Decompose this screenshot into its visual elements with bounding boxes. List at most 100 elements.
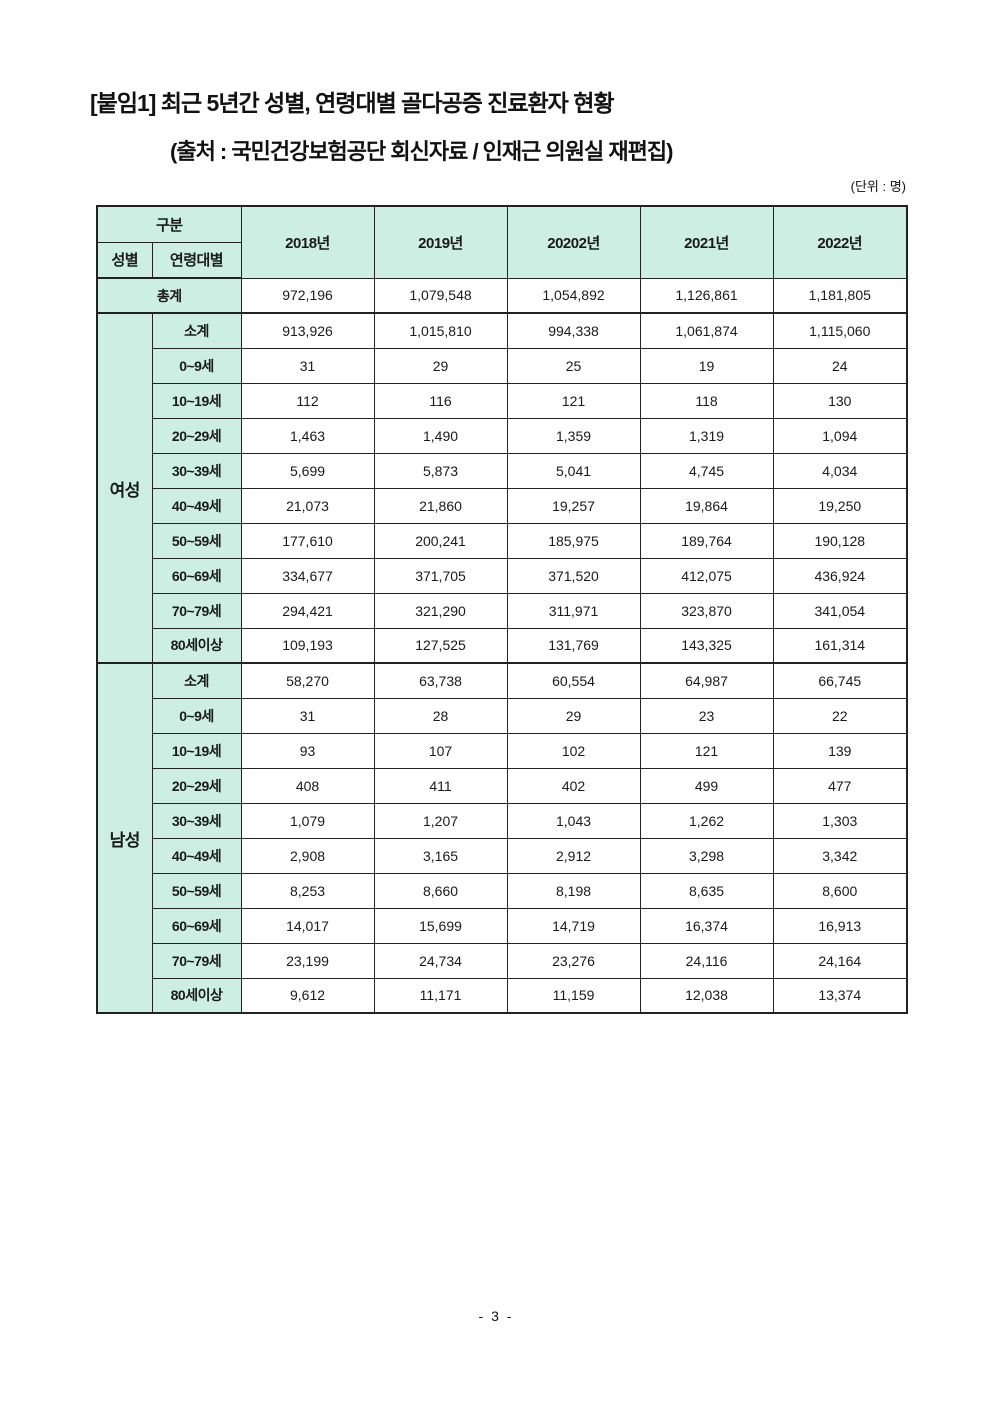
table-row: 80세이상 109,193 127,525 131,769 143,325 161,314: [97, 627, 908, 664]
value-cell: 66,745: [772, 662, 908, 699]
value-cell: 1,490: [373, 417, 508, 454]
value-cell: 8,660: [373, 872, 508, 909]
value-cell: 121: [639, 732, 774, 769]
patients-table: 구분 2018년 2019년 20202년 2021년 2022년 성별 연령대…: [96, 205, 909, 1014]
value-cell: 161,314: [772, 627, 908, 664]
age-label-cell: 50~59세: [151, 522, 242, 559]
value-cell: 4,034: [772, 452, 908, 489]
value-cell: 436,924: [772, 557, 908, 594]
value-cell: 1,207: [373, 802, 508, 839]
age-label-cell: 소계: [151, 662, 242, 699]
value-cell: 143,325: [639, 627, 774, 664]
value-cell: 19,864: [639, 487, 774, 524]
value-cell: 177,610: [240, 522, 375, 559]
header-row-sub: 성별 연령대별: [96, 241, 907, 279]
value-cell: 24,116: [639, 942, 774, 979]
value-cell: 294,421: [240, 592, 375, 629]
value-cell: 13,374: [772, 977, 908, 1014]
value-cell: 23,276: [506, 942, 641, 979]
value-cell: 116: [373, 382, 508, 419]
table-header: 구분 2018년 2019년 20202년 2021년 2022년 성별 연령대…: [96, 205, 908, 279]
value-cell: 2,908: [240, 837, 375, 874]
age-label-cell: 20~29세: [151, 767, 242, 804]
value-cell: 19,250: [772, 487, 908, 524]
value-cell: 499: [639, 767, 774, 804]
year-header: 20202년: [506, 205, 641, 279]
value-cell: 8,600: [772, 872, 908, 909]
value-cell: 127,525: [373, 627, 508, 664]
value-cell: 21,073: [240, 487, 375, 524]
age-label-cell: 80세이상: [151, 977, 242, 1014]
value-cell: 19: [639, 347, 774, 384]
value-cell: 3,165: [373, 837, 508, 874]
value-cell: 1,463: [240, 417, 375, 454]
value-cell: 411: [373, 767, 508, 804]
value-cell: 9,612: [240, 977, 375, 1014]
year-header: 2022년: [772, 205, 908, 279]
value-cell: 994,338: [506, 312, 641, 349]
value-cell: 321,290: [373, 592, 508, 629]
value-cell: 1,181,805: [772, 277, 908, 314]
value-cell: 190,128: [772, 522, 908, 559]
value-cell: 1,094: [772, 417, 908, 454]
value-cell: 60,554: [506, 662, 641, 699]
value-cell: 185,975: [506, 522, 641, 559]
value-cell: 1,079,548: [373, 277, 508, 314]
value-cell: 5,873: [373, 452, 508, 489]
total-row: 총계 972,196 1,079,548 1,054,892 1,126,861…: [96, 277, 908, 314]
value-cell: 11,159: [506, 977, 641, 1014]
value-cell: 412,075: [639, 557, 774, 594]
value-cell: 29: [506, 697, 641, 734]
age-label-cell: 40~49세: [151, 487, 242, 524]
table-row: 80세이상 9,612 11,171 11,159 12,038 13,374: [97, 977, 908, 1014]
table-row: 50~59세 8,253 8,660 8,198 8,635 8,600: [97, 872, 908, 909]
value-cell: 25: [506, 347, 641, 384]
table-row: 70~79세 294,421 321,290 311,971 323,870 341,05…: [97, 592, 908, 629]
value-cell: 1,126,861: [639, 277, 774, 314]
value-cell: 1,061,874: [639, 312, 774, 349]
value-cell: 3,342: [772, 837, 908, 874]
value-cell: 121: [506, 382, 641, 419]
value-cell: 402: [506, 767, 641, 804]
value-cell: 22: [772, 697, 908, 734]
value-cell: 63,738: [373, 662, 508, 699]
page-number: - 3 -: [478, 1308, 514, 1324]
age-group-header: 연령대별: [151, 241, 242, 279]
age-label-cell: 50~59세: [151, 872, 242, 909]
value-cell: 477: [772, 767, 908, 804]
value-cell: 334,677: [240, 557, 375, 594]
value-cell: 29: [373, 347, 508, 384]
value-cell: 93: [240, 732, 375, 769]
table-row: 60~69세 334,677 371,705 371,520 412,075 436,92…: [97, 557, 908, 594]
value-cell: 913,926: [240, 312, 375, 349]
table-row: 40~49세 21,073 21,860 19,257 19,864 19,250: [97, 487, 908, 524]
age-label-cell: 0~9세: [151, 347, 242, 384]
total-label-cell: 총계: [96, 277, 242, 314]
value-cell: 1,054,892: [506, 277, 641, 314]
value-cell: 14,719: [506, 907, 641, 944]
table-row: 여성 소계 913,926 1,015,810 994,338 1,061,874 1,11…: [96, 312, 908, 664]
value-cell: 112: [240, 382, 375, 419]
age-label-cell: 10~19세: [151, 382, 242, 419]
value-cell: 4,745: [639, 452, 774, 489]
value-cell: 5,041: [506, 452, 641, 489]
table-row: 20~29세 1,463 1,490 1,359 1,319 1,094: [97, 417, 908, 454]
value-cell: 11,171: [373, 977, 508, 1014]
value-cell: 64,987: [639, 662, 774, 699]
value-cell: 1,079: [240, 802, 375, 839]
value-cell: 21,860: [373, 487, 508, 524]
year-header: 2021년: [639, 205, 774, 279]
age-label-cell: 0~9세: [151, 697, 242, 734]
value-cell: 31: [240, 697, 375, 734]
table-row: 10~19세 93 107 102 121 139: [97, 732, 908, 769]
table-row: 0~9세 31 29 25 19 24: [97, 347, 908, 384]
unit-label: (단위 : 명): [850, 179, 906, 194]
value-cell: 16,374: [639, 907, 774, 944]
value-cell: 341,054: [772, 592, 908, 629]
value-cell: 19,257: [506, 487, 641, 524]
table-row: 남성 소계 58,270 63,738 60,554 64,987 66,745: [96, 662, 908, 1014]
value-cell: 1,319: [639, 417, 774, 454]
value-cell: 5,699: [240, 452, 375, 489]
value-cell: 28: [373, 697, 508, 734]
